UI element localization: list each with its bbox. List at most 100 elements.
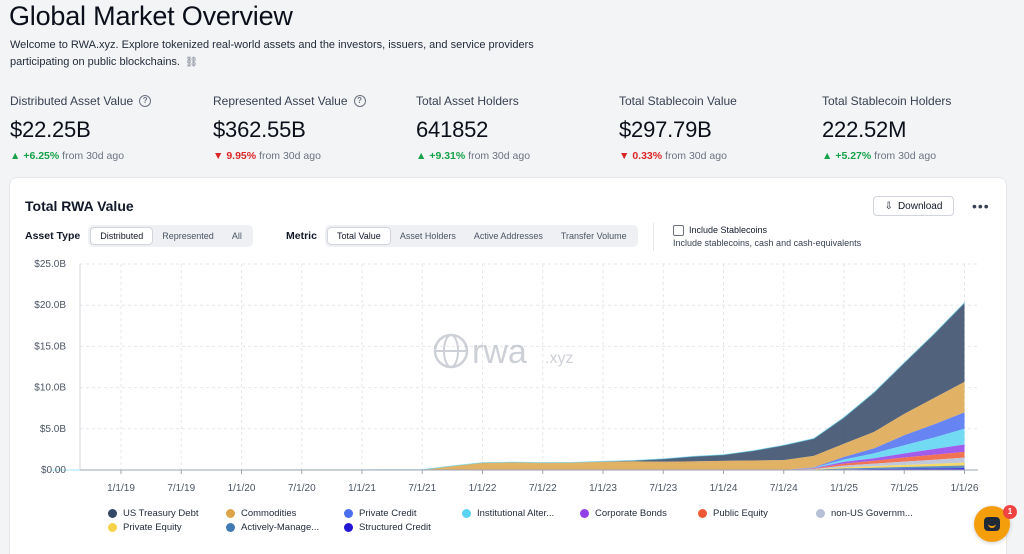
stat-change: ▲ +9.31% from 30d ago xyxy=(416,150,611,162)
area-us-treasury-debt xyxy=(50,302,965,470)
legend-item-corporate-bonds[interactable]: Corporate Bonds xyxy=(580,508,667,519)
subtitle-text: Welcome to RWA.xyz. Explore tokenized re… xyxy=(10,39,534,68)
x-tick-label: 1/1/20 xyxy=(228,483,256,494)
legend-label: non-US Governm... xyxy=(831,508,913,519)
change-percent: +9.31% xyxy=(429,150,466,162)
change-period: from 30d ago xyxy=(665,150,727,162)
legend-label: Corporate Bonds xyxy=(595,508,667,519)
include-stablecoins-sublabel: Include stablecoins, cash and cash-equiv… xyxy=(673,238,862,248)
legend-swatch xyxy=(816,509,825,518)
y-tick-label: $10.0B xyxy=(34,383,66,394)
x-tick-label: 1/1/25 xyxy=(830,483,858,494)
stat-value: $297.79B xyxy=(619,117,712,142)
stat-total-stablecoin-holders: Total Stablecoin Holders 222.52M ▲ +5.27… xyxy=(822,94,1017,162)
legend-swatch xyxy=(698,509,707,518)
legend-item-commodities[interactable]: Commodities xyxy=(226,508,296,519)
change-period: from 30d ago xyxy=(874,150,937,162)
legend-swatch xyxy=(226,509,235,518)
asset-type-distributed[interactable]: Distributed xyxy=(90,227,154,245)
chart-grid xyxy=(80,263,978,471)
metric-label: Metric xyxy=(286,230,317,242)
x-tick-label: 1/1/22 xyxy=(469,483,497,494)
x-tick-label: 1/1/21 xyxy=(348,483,376,494)
chat-icon xyxy=(984,517,1000,531)
legend-label: Private Credit xyxy=(359,508,417,519)
page-title: Global Market Overview xyxy=(9,1,293,31)
download-button[interactable]: ⇩ Download xyxy=(873,196,954,216)
stat-value: 222.52M xyxy=(822,117,907,142)
legend-label: US Treasury Debt xyxy=(123,508,199,519)
legend-item-us-treasury-debt[interactable]: US Treasury Debt xyxy=(108,508,199,519)
stats-row: Distributed Asset Value? $22.25B ▲ +6.25… xyxy=(10,94,1020,162)
legend-swatch xyxy=(226,523,235,532)
download-icon: ⇩ xyxy=(884,200,893,212)
x-tick-label: 7/1/23 xyxy=(649,483,677,494)
trend-up-icon: ▲ xyxy=(416,150,427,162)
chat-button[interactable] xyxy=(974,506,1010,542)
legend-item-private-equity[interactable]: Private Equity xyxy=(108,522,182,533)
rwa-value-area-chart[interactable]: rwa .xyz $0.00 $5.0B $10.0B $15.0B $20.0B $25… xyxy=(10,256,1008,506)
stat-change: ▼ 9.95% from 30d ago xyxy=(213,150,408,162)
metric-total-value[interactable]: Total Value xyxy=(326,227,391,245)
legend-item-institutional-alternatives[interactable]: Institutional Alter... xyxy=(462,508,554,519)
watermark-suffix: .xyz xyxy=(545,350,573,367)
page-subtitle: Welcome to RWA.xyz. Explore tokenized re… xyxy=(10,37,590,71)
stat-represented-asset-value: Represented Asset Value? $362.55B ▼ 9.95… xyxy=(213,94,408,162)
more-options-icon[interactable]: ••• xyxy=(972,198,990,214)
trend-up-icon: ▲ xyxy=(822,150,833,162)
change-period: from 30d ago xyxy=(468,150,531,162)
stat-value: $22.25B xyxy=(10,117,91,142)
metric-asset-holders[interactable]: Asset Holders xyxy=(399,231,456,241)
legend-item-private-credit[interactable]: Private Credit xyxy=(344,508,417,519)
download-label: Download xyxy=(897,200,943,212)
x-tick-label: 7/1/25 xyxy=(890,483,918,494)
info-icon[interactable]: ? xyxy=(353,95,366,107)
stat-label: Total Stablecoin Holders xyxy=(822,94,952,108)
x-tick-label: 7/1/24 xyxy=(770,483,798,494)
legend-item-structured-credit[interactable]: Structured Credit xyxy=(344,522,431,533)
legend-swatch xyxy=(580,509,589,518)
change-percent: 9.95% xyxy=(226,150,257,162)
stat-change: ▲ +6.25% from 30d ago xyxy=(10,150,205,162)
legend-swatch xyxy=(108,523,117,532)
stat-label: Total Stablecoin Value xyxy=(619,94,737,108)
stat-total-asset-holders: Total Asset Holders 641852 ▲ +9.31% from… xyxy=(416,94,611,162)
chat-notification-badge: 1 xyxy=(1003,505,1017,519)
asset-type-segmented-control: Distributed Represented All xyxy=(88,225,253,247)
legend-swatch xyxy=(344,509,353,518)
include-stablecoins-checkbox[interactable] xyxy=(673,225,684,236)
stat-distributed-asset-value: Distributed Asset Value? $22.25B ▲ +6.25… xyxy=(10,94,205,162)
chart-axes: $0.00 $5.0B $10.0B $15.0B $20.0B $25.0B 1/1/19… xyxy=(34,259,979,494)
metric-segmented-control: Total Value Asset Holders Active Address… xyxy=(324,225,638,247)
legend-swatch xyxy=(344,523,353,532)
y-tick-label: $20.0B xyxy=(34,300,66,311)
filter-divider xyxy=(653,223,654,251)
chart-areas xyxy=(50,302,965,471)
metric-filter: Metric Total Value Asset Holders Active … xyxy=(286,225,638,247)
watermark: rwa .xyz xyxy=(433,333,573,371)
legend-item-actively-managed[interactable]: Actively-Manage... xyxy=(226,522,319,533)
legend-item-non-us-government[interactable]: non-US Governm... xyxy=(816,508,913,519)
legend-label: Institutional Alter... xyxy=(477,508,555,519)
asset-type-all[interactable]: All xyxy=(231,231,242,241)
legend-item-public-equity[interactable]: Public Equity xyxy=(698,508,768,519)
metric-transfer-volume[interactable]: Transfer Volume xyxy=(560,231,627,241)
y-tick-label: $15.0B xyxy=(34,341,66,352)
legend-label: Commodities xyxy=(241,508,297,519)
legend-label: Public Equity xyxy=(713,508,768,519)
trend-down-icon: ▼ xyxy=(213,150,224,162)
stat-value: 641852 xyxy=(416,117,489,142)
change-period: from 30d ago xyxy=(259,150,321,162)
metric-active-addresses[interactable]: Active Addresses xyxy=(473,231,543,241)
x-tick-label: 7/1/21 xyxy=(408,483,436,494)
info-icon[interactable]: ? xyxy=(139,95,152,107)
area-commodities xyxy=(50,381,965,470)
x-tick-label: 1/1/26 xyxy=(951,483,979,494)
change-percent: 0.33% xyxy=(632,150,663,162)
total-rwa-value-card: Total RWA Value ⇩ Download ••• Asset Typ… xyxy=(9,177,1007,554)
legend-label: Structured Credit xyxy=(359,522,431,533)
stat-change: ▼ 0.33% from 30d ago xyxy=(619,150,814,162)
legend-label: Private Equity xyxy=(123,522,182,533)
asset-type-represented[interactable]: Represented xyxy=(162,231,214,241)
x-tick-label: 7/1/19 xyxy=(167,483,195,494)
